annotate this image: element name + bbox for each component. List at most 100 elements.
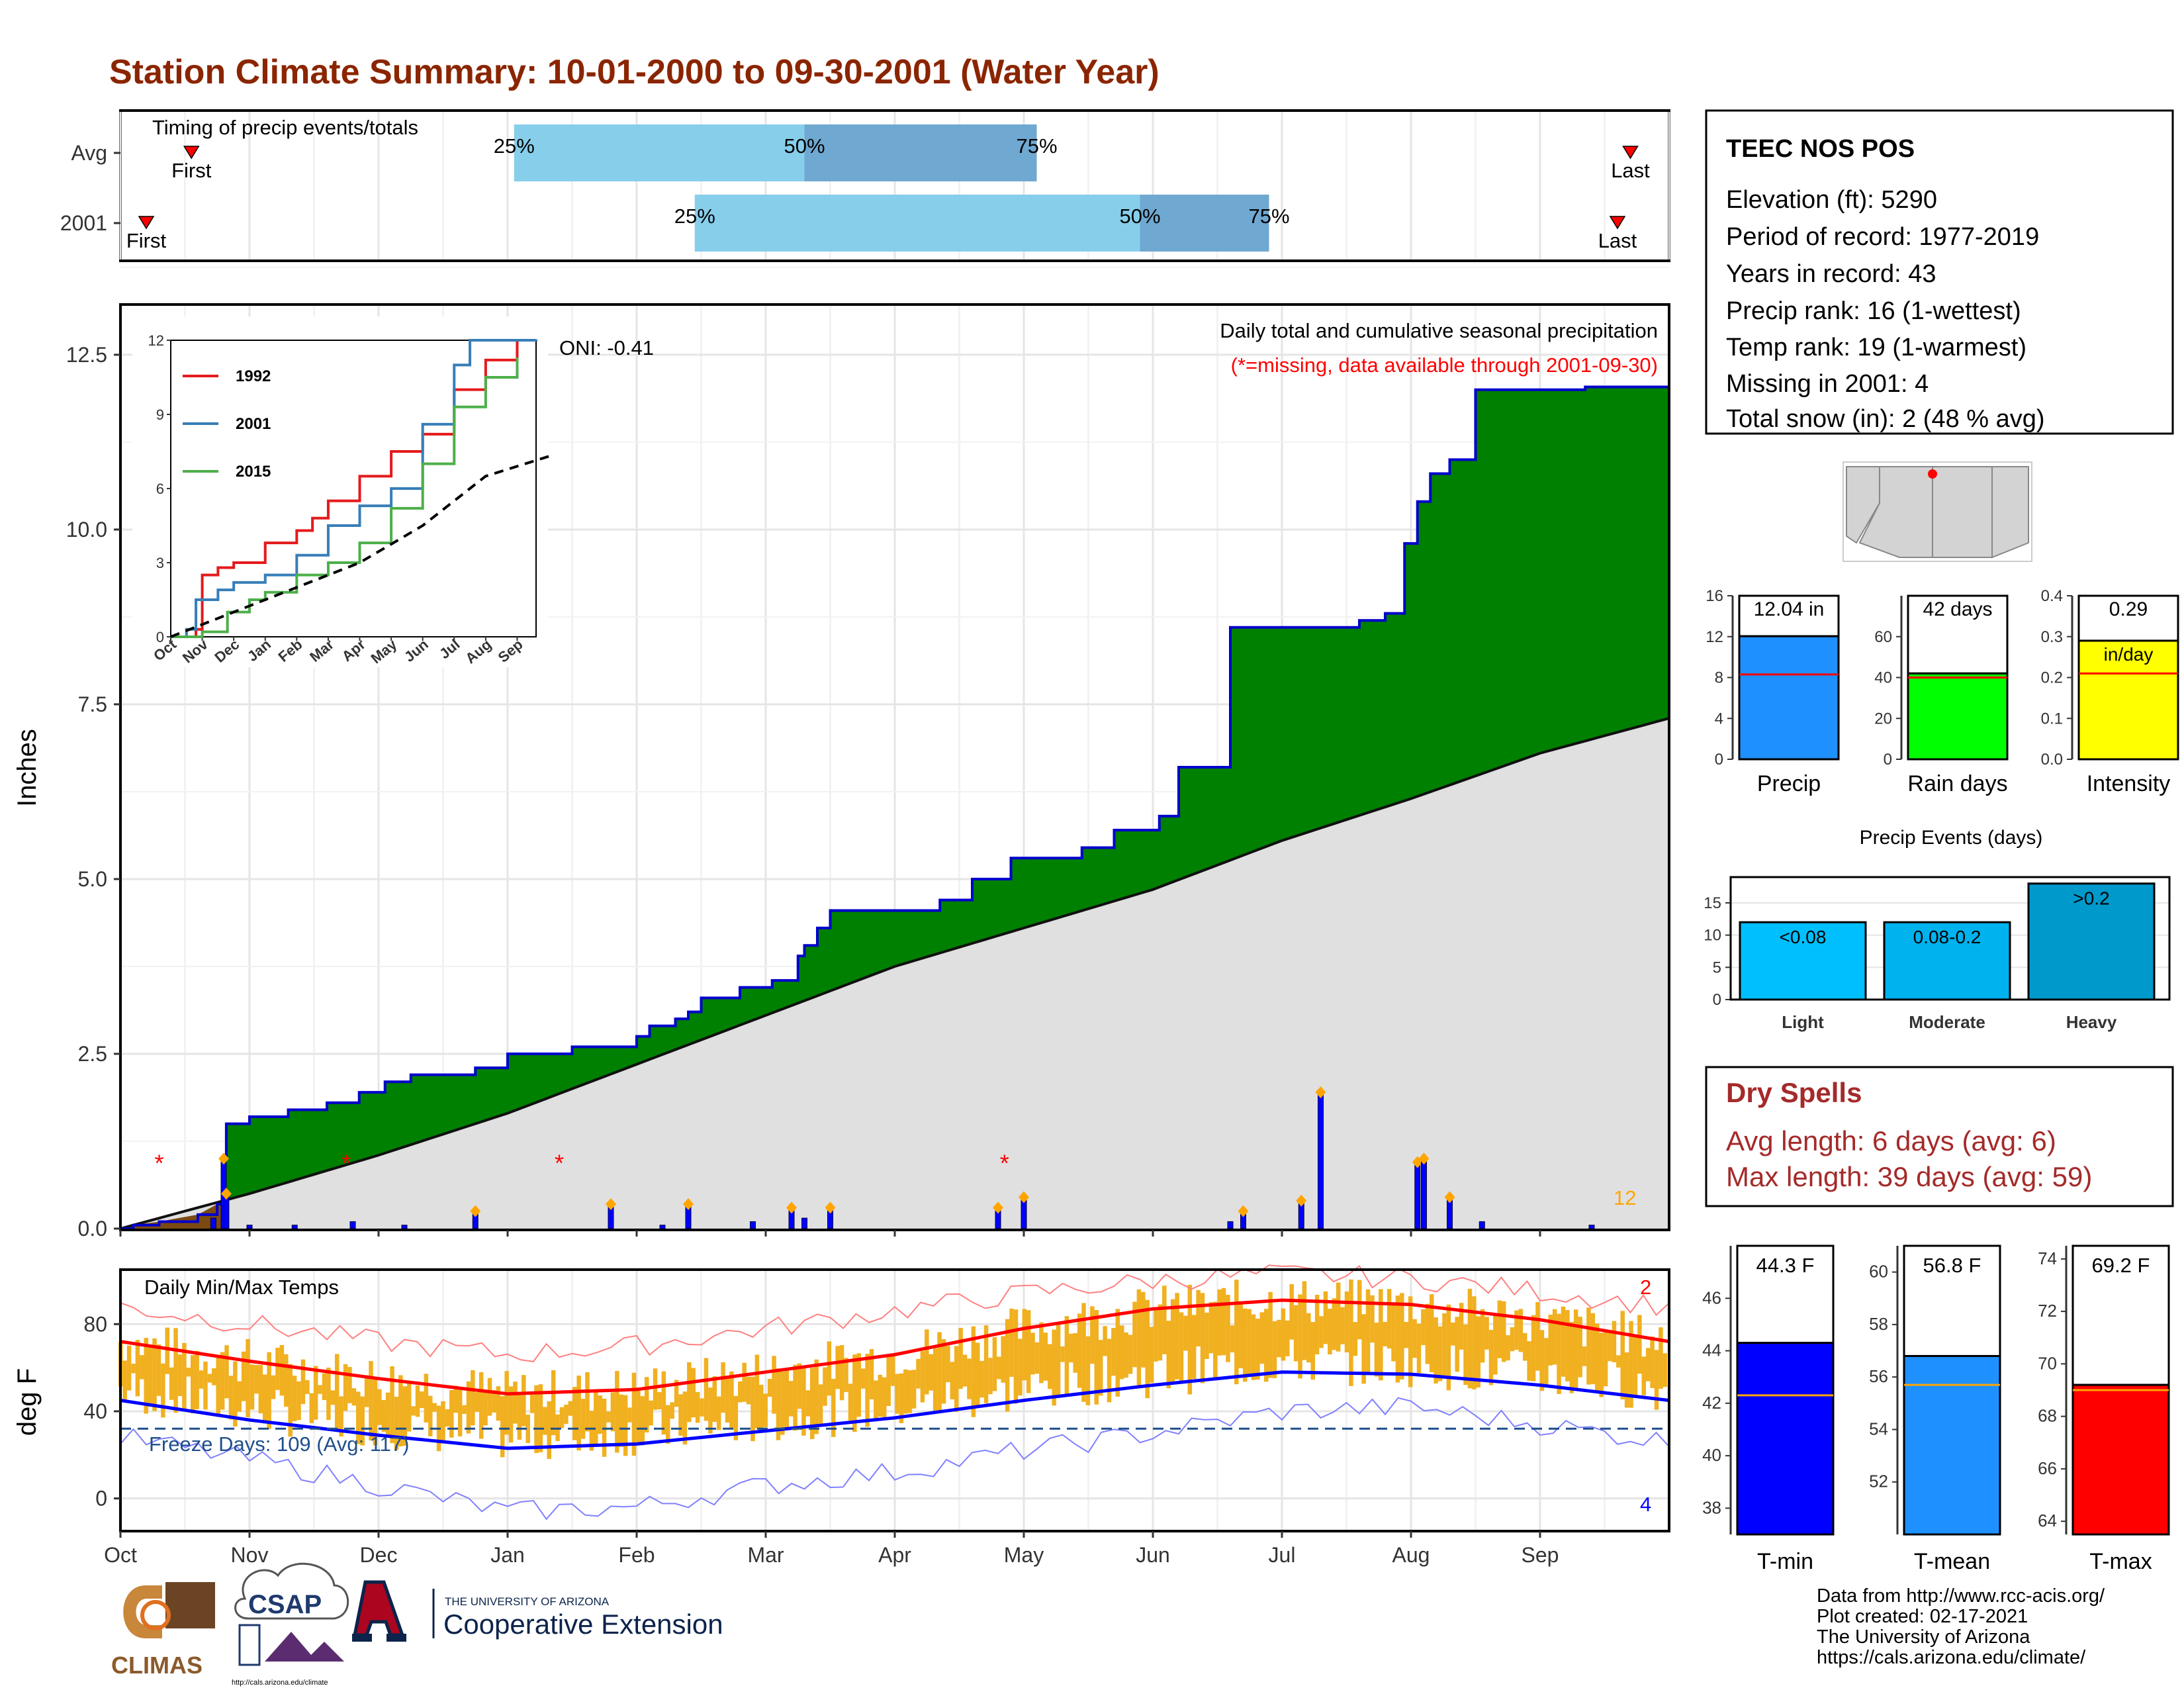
events-category-label: Heavy [2066,1012,2117,1032]
station-line: Missing in 2001: 4 [1726,370,1929,398]
daily-temp-bar [1365,1289,1371,1374]
timing-q75-label: 75% [1248,205,1289,228]
heavy-precip-marker [683,1198,694,1211]
daily-temp-bar [1501,1301,1506,1362]
timing-first-marker [138,216,155,230]
temp-bar-t-mean [1903,1354,2001,1536]
daily-temp-bar [687,1362,692,1423]
daily-temp-bar [1136,1289,1142,1385]
daily-precip-bar [1318,1092,1324,1229]
missing-data-marker: * [341,1150,351,1177]
daily-temp-bar [220,1352,225,1410]
daily-temp-bar [797,1363,802,1409]
daily-temp-bar [390,1366,394,1444]
daily-temp-bar [216,1358,220,1417]
daily-temp-bar [1332,1298,1337,1350]
daily-temp-bar [233,1361,238,1427]
daily-temp-bar [1187,1284,1193,1395]
temp-count-high: 2 [1640,1276,1651,1299]
daily-temp-bar [241,1351,246,1401]
page-title: Station Climate Summary: 10-01-2000 to 0… [109,53,1160,91]
daily-temp-bar [1633,1337,1638,1396]
daily-temp-bar [1319,1316,1324,1348]
heavy-precip-marker [1315,1086,1326,1099]
timing-q25-label: 25% [674,205,715,228]
daily-temp-bar [1069,1333,1073,1363]
daily-temp-bar [1480,1309,1485,1363]
daily-temp-bar [950,1362,955,1399]
record-high-line [120,1264,1670,1362]
inset-series-2001 [171,339,537,638]
daily-temp-bar [1323,1291,1328,1344]
daily-temp-bar [199,1370,204,1389]
daily-temp-bar [1561,1306,1566,1377]
daily-temp-bar [780,1372,785,1435]
daily-temp-bar [1166,1321,1171,1389]
daily-temp-bar [920,1350,925,1403]
daily-temp-bar [1293,1305,1298,1362]
daily-temp-bar [636,1387,641,1444]
daily-temp-bar [1433,1317,1438,1383]
daily-temp-bar [1620,1311,1625,1400]
temp-bar-value-label: 56.8 F [1923,1254,1981,1277]
daily-temp-bar [275,1347,280,1390]
daily-temp-bar [1285,1320,1290,1356]
daily-temp-bar [224,1345,229,1399]
daily-temp-bar [983,1325,989,1403]
y-tick-label: 0 [95,1487,107,1511]
daily-temp-bar [1154,1308,1158,1362]
events-tick-label: 5 [1713,959,1721,976]
daily-temp-bar [623,1395,628,1456]
summary-tick-label: 40 [1874,669,1892,687]
temp-bar-frame [1903,1244,2001,1357]
daily-temp-bar [1659,1327,1663,1389]
temp-bar-tick-label: 70 [2038,1353,2057,1373]
month-tick-label: Nov [231,1543,269,1567]
summary-bar-frame [1907,594,2009,675]
daily-temp-bar [818,1384,823,1424]
freeze-days-label: Freeze Days: 109 (Avg: 117) [149,1432,409,1456]
daily-temp-bar [415,1385,420,1417]
daily-temp-bar [203,1361,208,1410]
summary-tick-label: 60 [1874,628,1892,646]
daily-temp-bar [568,1401,573,1416]
daily-temp-bar [1493,1313,1498,1375]
daily-temp-bar [1455,1317,1459,1372]
daily-temp-bar [284,1354,289,1407]
events-panel-border [1729,876,2171,1001]
daily-temp-bar [941,1339,946,1404]
heavy-precip-marker [218,1152,229,1165]
daily-temp-bar [878,1374,883,1417]
daily-temp-bar [1637,1315,1642,1374]
record-low-line [120,1397,1670,1521]
daily-temp-bar [1353,1322,1358,1356]
heavy-precip-marker [1238,1205,1249,1217]
daily-temp-bar [1408,1296,1413,1387]
temp-bar-label: T-mean [1914,1549,1990,1574]
timing-bar-50-75 [1140,195,1269,252]
daily-temp-bar [695,1391,700,1423]
daily-temp-bar [1383,1321,1387,1346]
temp-bar-tick-label: 46 [1702,1288,1721,1307]
y-tick-label: 40 [83,1399,107,1423]
inset-legend-label: 2001 [236,415,271,433]
daily-temp-bar [852,1354,857,1432]
daily-temp-bar [729,1371,734,1429]
daily-temp-bar [751,1376,755,1442]
daily-temp-bar [122,1360,127,1403]
daily-temp-bar [1217,1289,1222,1356]
daily-temp-bar [1654,1350,1659,1410]
daily-temp-bar [487,1378,492,1416]
daily-temp-bar [525,1415,530,1443]
daily-temp-bar [572,1387,577,1440]
precip-missing-note: (*=missing, data available through 2001-… [1231,353,1658,377]
normal-min-line [120,1370,1670,1450]
daily-temp-bar [1289,1284,1294,1340]
timing-q25-label: 25% [494,134,535,158]
daily-temp-bar [1048,1344,1052,1389]
daily-temp-bar [492,1389,496,1413]
normal-precip-area [120,718,1669,1229]
daily-temp-bar [1255,1319,1260,1380]
daily-temp-bar [738,1381,743,1403]
daily-temp-bar [725,1376,730,1423]
